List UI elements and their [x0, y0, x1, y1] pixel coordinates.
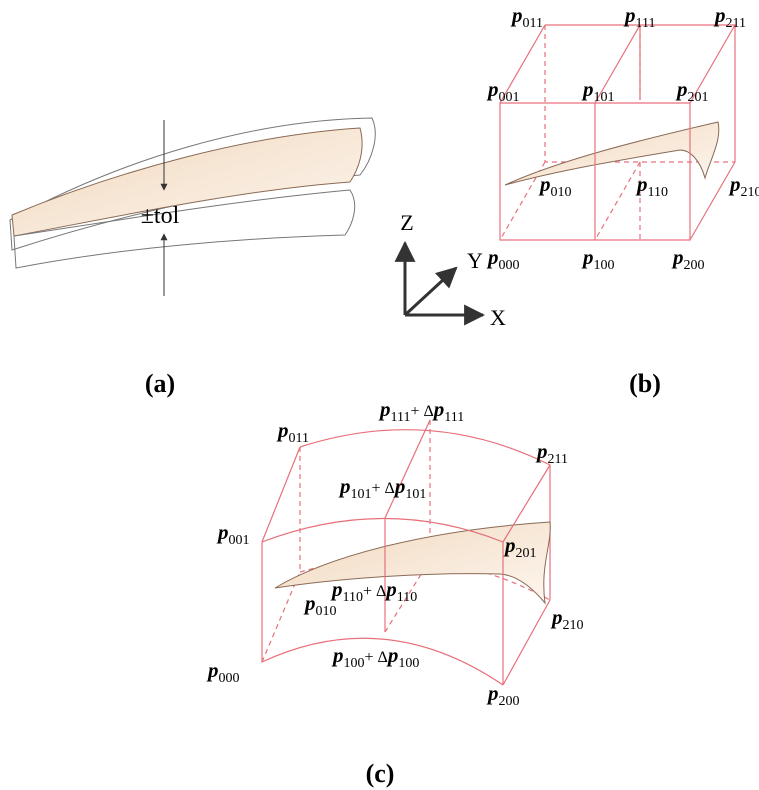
caption: (b) — [629, 369, 661, 398]
label-part: 210 — [741, 185, 759, 200]
label-part: p — [581, 77, 594, 101]
label-part: 100 — [344, 656, 365, 671]
point-label: p101 — [581, 77, 615, 105]
label-part: p — [510, 3, 523, 27]
point-label: p210 — [550, 605, 584, 633]
point-label: p211 — [713, 3, 746, 31]
point-label: p110 — [635, 172, 668, 200]
point-label: p011 — [510, 3, 543, 31]
label-part: 101 — [405, 487, 426, 502]
point-label: p111 — [623, 3, 655, 31]
axis-label: Z — [400, 210, 413, 235]
label-part: 011 — [523, 16, 543, 31]
point-label: p201 — [675, 77, 709, 105]
label-part: 000 — [219, 671, 240, 686]
caption: (a) — [145, 369, 175, 398]
point-label: p101+ Δp101 — [338, 474, 426, 502]
label-part: p — [675, 77, 688, 101]
point-label: p100 — [581, 245, 615, 273]
surface — [505, 122, 719, 185]
label-part: p — [623, 3, 636, 27]
label-part: 111 — [391, 410, 411, 425]
label-part: + Δ — [365, 649, 388, 666]
label-part: p — [550, 605, 563, 629]
label-part: p — [635, 172, 648, 196]
label-part: p — [486, 245, 499, 269]
label-part: 111 — [444, 410, 464, 425]
label-part: p — [216, 520, 229, 544]
tolerance-label: ±tol — [141, 203, 180, 229]
label-part: 000 — [499, 258, 520, 273]
point-label: p100+ Δp100 — [331, 643, 419, 671]
label-part: p — [386, 643, 399, 667]
label-part: + Δ — [363, 583, 386, 600]
label-part: p — [728, 172, 741, 196]
label-part: 101 — [351, 487, 372, 502]
label-part: p — [486, 77, 499, 101]
label-part: p — [538, 172, 551, 196]
label-part: 110 — [343, 590, 363, 605]
point-label: p000 — [486, 245, 520, 273]
label-part: 101 — [594, 90, 615, 105]
caption: (c) — [366, 759, 395, 788]
label-part: 110 — [648, 185, 668, 200]
point-label: p111+ Δp111 — [378, 397, 464, 425]
label-part: p — [535, 439, 548, 463]
label-part: p — [330, 577, 343, 601]
label-part: p — [206, 658, 219, 682]
label-part: p — [486, 681, 499, 705]
point-label: p200 — [671, 245, 705, 273]
label-part: 211 — [726, 16, 746, 31]
label-part: p — [331, 643, 344, 667]
point-label: p001 — [486, 77, 520, 105]
point-label: p211 — [535, 439, 568, 467]
label-part: + Δ — [372, 480, 395, 497]
axis-label: Y — [467, 248, 483, 273]
point-label: p110+ Δp110 — [330, 577, 417, 605]
label-part: p — [671, 245, 684, 269]
label-part: p — [303, 591, 316, 615]
axis-y — [405, 268, 456, 315]
label-part: p — [338, 474, 351, 498]
label-part: 010 — [551, 185, 572, 200]
label-part: 200 — [499, 694, 520, 709]
figure: ±tol (a) Z Y X (b) (c) p011p111p211p001p… — [0, 0, 759, 790]
label-part: p — [384, 577, 397, 601]
label-part: p — [713, 3, 726, 27]
point-label: p011 — [276, 418, 309, 446]
panel-a: ±tol (a) — [10, 118, 375, 398]
label-part: 001 — [229, 533, 250, 548]
label-part: 201 — [688, 90, 709, 105]
label-part: 111 — [636, 16, 656, 31]
label-part: 110 — [397, 590, 417, 605]
label-part: 010 — [316, 604, 337, 619]
label-part: 001 — [499, 90, 520, 105]
label-part: p — [503, 533, 516, 557]
surface — [12, 128, 362, 236]
axis-label: X — [490, 305, 506, 330]
label-part: p — [276, 418, 289, 442]
label-part: p — [378, 397, 391, 421]
label-part: 210 — [563, 618, 584, 633]
label-part: p — [581, 245, 594, 269]
point-label: p010 — [538, 172, 572, 200]
label-part: 211 — [548, 452, 568, 467]
label-part: + Δ — [410, 403, 433, 420]
label-part: p — [393, 474, 406, 498]
label-part: 201 — [516, 546, 537, 561]
label-part: 100 — [398, 656, 419, 671]
label-part: 011 — [289, 431, 309, 446]
point-label: p001 — [216, 520, 250, 548]
label-part: p — [432, 397, 445, 421]
label-part: 200 — [684, 258, 705, 273]
point-label: p000 — [206, 658, 240, 686]
label-part: 100 — [594, 258, 615, 273]
point-label: p210 — [728, 172, 759, 200]
